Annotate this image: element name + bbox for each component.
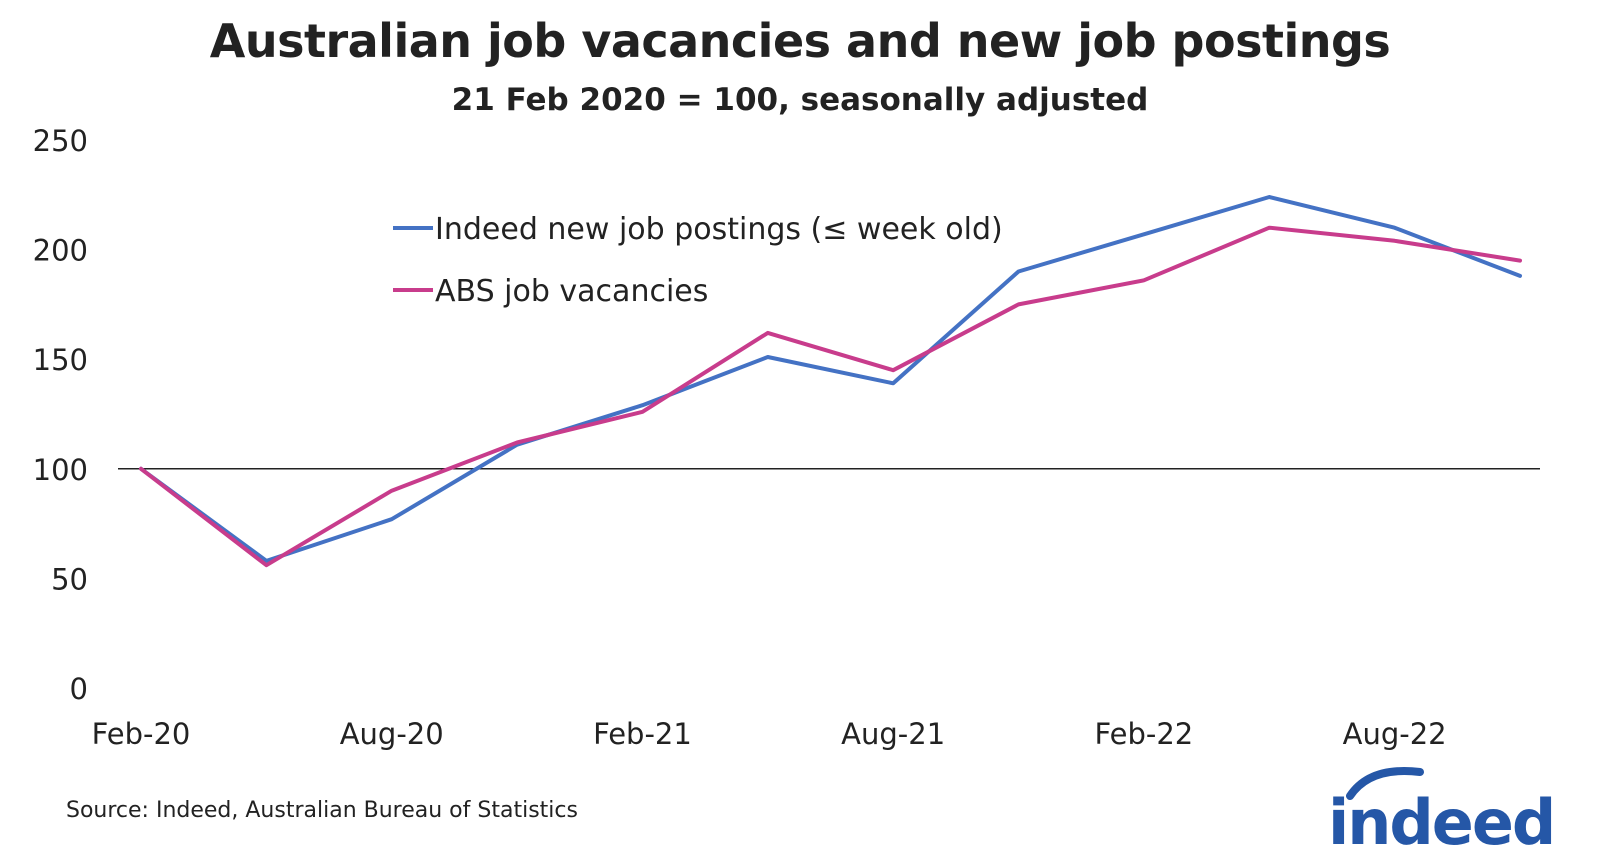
data-point [1393, 226, 1397, 230]
x-tick-label: Aug-22 [1343, 717, 1447, 751]
x-tick-label: Feb-22 [1095, 717, 1194, 751]
data-point [640, 410, 644, 414]
data-point [1518, 259, 1522, 263]
y-tick-label: 100 [33, 453, 88, 487]
series-lines [139, 195, 1522, 568]
indeed-logo: indeed [1328, 767, 1556, 858]
data-point [264, 559, 268, 563]
series-line-abs [139, 225, 1522, 568]
data-point [264, 563, 268, 567]
data-point [1267, 226, 1271, 230]
line-chart: 0 50 100 150 200 250 Feb-20 Aug-20 Feb-21 Aug-21… [33, 124, 1540, 751]
y-tick-label: 200 [33, 234, 88, 268]
data-point [1142, 232, 1146, 236]
data-point [139, 467, 143, 471]
x-tick-label: Aug-21 [841, 717, 945, 751]
x-tick-label: Feb-21 [593, 717, 692, 751]
chart-title: Australian job vacancies and new job pos… [209, 14, 1391, 68]
data-point [1017, 302, 1021, 306]
legend: Indeed new job postings (≤ week old) ABS … [393, 212, 1003, 309]
data-point [390, 517, 394, 521]
chart-subtitle: 21 Feb 2020 = 100, seasonally adjusted [451, 82, 1149, 118]
y-tick-label: 150 [33, 343, 88, 377]
data-point [1393, 239, 1397, 243]
logo-swoosh-icon [1346, 767, 1424, 800]
data-point [1267, 195, 1271, 199]
x-axis: Feb-20 Aug-20 Feb-21 Aug-21 Feb-22 Aug-22 [92, 717, 1447, 751]
data-point [1017, 270, 1021, 274]
x-tick-label: Aug-20 [340, 717, 444, 751]
data-point [1518, 274, 1522, 278]
y-axis: 0 50 100 150 200 250 [33, 124, 88, 706]
legend-label: Indeed new job postings (≤ week old) [435, 212, 1003, 247]
data-point [390, 489, 394, 493]
source-note: Source: Indeed, Australian Bureau of Sta… [66, 798, 578, 823]
data-point [1142, 278, 1146, 282]
data-point [766, 331, 770, 335]
y-tick-label: 50 [51, 562, 88, 596]
y-tick-label: 0 [70, 672, 88, 706]
x-tick-label: Feb-20 [92, 717, 191, 751]
y-tick-label: 250 [33, 124, 88, 158]
data-point [891, 381, 895, 385]
data-point [515, 440, 519, 444]
legend-label: ABS job vacancies [435, 274, 708, 309]
data-point [891, 368, 895, 372]
logo-wordmark: indeed [1328, 786, 1554, 858]
data-point [640, 403, 644, 407]
data-point [766, 355, 770, 359]
series-line-indeed [139, 195, 1522, 563]
